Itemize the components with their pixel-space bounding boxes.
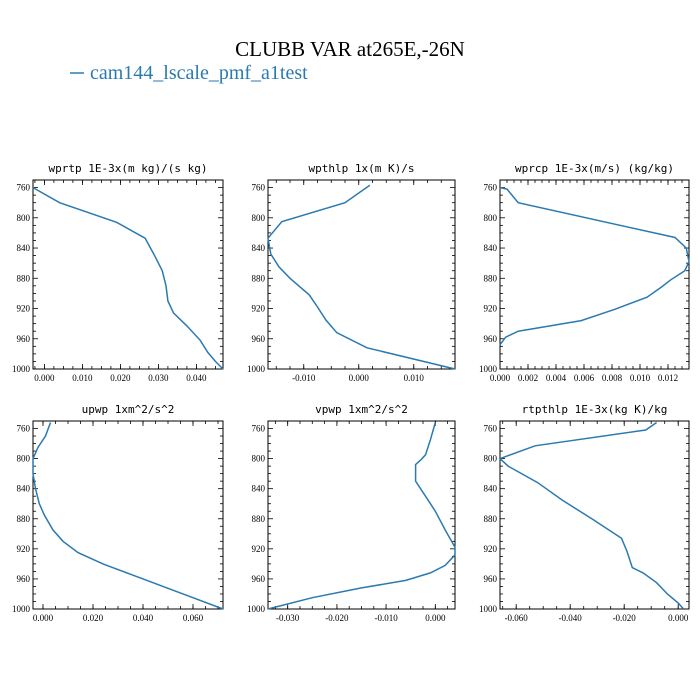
y-tick-label: 1000 xyxy=(247,604,266,614)
series-line xyxy=(267,184,456,370)
x-tick-label: -0.030 xyxy=(276,613,300,623)
x-tick-label: -0.020 xyxy=(325,613,349,623)
plot-frame xyxy=(499,420,690,610)
y-tick-label: 880 xyxy=(252,514,266,524)
y-tick-label: 1000 xyxy=(12,604,31,614)
panel-1: wprtp 1E-3x(m kg)/(s kg) 760 800 840 880 920 9… xyxy=(12,162,224,383)
y-tick-label: 960 xyxy=(484,334,498,344)
y-tick-label: 1000 xyxy=(479,604,498,614)
panel-title: upwp 1xm^2/s^2 xyxy=(82,403,175,416)
series-line xyxy=(498,421,685,610)
x-tick-label: -0.010 xyxy=(374,613,398,623)
series-line xyxy=(32,422,224,610)
panel-grid: wprtp 1E-3x(m kg)/(s kg) 760 800 840 880 920 9… xyxy=(12,162,690,623)
panel-title: vpwp 1xm^2/s^2 xyxy=(315,403,408,416)
y-tick-label: 960 xyxy=(17,334,31,344)
y-tick-label: 920 xyxy=(484,304,498,314)
y-tick-label: 880 xyxy=(17,514,31,524)
x-tick-label: 0.030 xyxy=(148,373,169,383)
y-tick-label: 880 xyxy=(252,273,266,283)
plot-frame xyxy=(32,420,224,610)
y-tick-label: 760 xyxy=(17,424,31,434)
y-tick-label: 960 xyxy=(484,574,498,584)
y-tick-label: 840 xyxy=(17,243,31,253)
plot-frame xyxy=(32,179,224,370)
panel-6: rtpthlp 1E-3x(kg K)/kg 760 800 840 880 920 960… xyxy=(479,403,690,623)
x-tick-label: 0.008 xyxy=(602,373,623,383)
plot-frame xyxy=(499,179,690,370)
x-tick-label: 0.010 xyxy=(404,373,425,383)
y-tick-label: 840 xyxy=(252,243,266,253)
y-tick-label: 920 xyxy=(17,304,31,314)
x-tick-label: 0.000 xyxy=(425,613,446,623)
y-tick-label: 760 xyxy=(252,424,266,434)
y-tick-label: 840 xyxy=(252,484,266,494)
y-tick-label: 880 xyxy=(17,273,31,283)
series-line xyxy=(32,186,224,370)
y-tick-label: 760 xyxy=(484,424,498,434)
y-tick-label: 1000 xyxy=(479,364,498,374)
y-tick-label: 800 xyxy=(252,454,266,464)
y-tick-label: 920 xyxy=(17,544,31,554)
x-tick-label: -0.010 xyxy=(292,373,316,383)
x-tick-label: 0.000 xyxy=(33,613,54,623)
panel-title: wpthlp 1x(m K)/s xyxy=(309,162,415,175)
y-tick-label: 920 xyxy=(484,544,498,554)
y-tick-label: 840 xyxy=(484,243,498,253)
x-tick-label: 0.000 xyxy=(34,373,55,383)
x-tick-label: -0.060 xyxy=(505,613,529,623)
x-tick-label: 0.010 xyxy=(72,373,93,383)
series-line xyxy=(499,186,690,346)
x-tick-label: 0.012 xyxy=(658,373,678,383)
y-tick-label: 800 xyxy=(17,454,31,464)
y-tick-label: 880 xyxy=(484,514,498,524)
panel-title: rtpthlp 1E-3x(kg K)/kg xyxy=(522,403,668,416)
y-tick-label: 1000 xyxy=(12,364,31,374)
x-tick-label: 0.006 xyxy=(574,373,595,383)
x-tick-label: 0.040 xyxy=(133,613,154,623)
y-tick-label: 960 xyxy=(17,574,31,584)
x-tick-label: 0.020 xyxy=(110,373,131,383)
y-tick-label: 960 xyxy=(252,574,266,584)
plot-frame xyxy=(267,179,456,370)
y-tick-label: 920 xyxy=(252,304,266,314)
x-tick-label: 0.010 xyxy=(630,373,651,383)
x-tick-label: 0.060 xyxy=(183,613,204,623)
panel-3: wprcp 1E-3x(m/s) (kg/kg) 760 800 840 880 920 9… xyxy=(479,162,690,383)
y-tick-label: 1000 xyxy=(247,364,266,374)
y-tick-label: 760 xyxy=(484,183,498,193)
panel-2: wpthlp 1x(m K)/s 760 800 840 880 920 960 1000 -0… xyxy=(247,162,456,383)
x-tick-label: 0.000 xyxy=(349,373,370,383)
panel-4: upwp 1xm^2/s^2 760 800 840 880 920 960 10000.00… xyxy=(12,403,224,623)
x-tick-label: -0.020 xyxy=(613,613,637,623)
y-tick-label: 800 xyxy=(17,213,31,223)
y-tick-label: 800 xyxy=(484,213,498,223)
y-tick-label: 880 xyxy=(484,273,498,283)
x-tick-label: 0.004 xyxy=(546,373,567,383)
panel-5: vpwp 1xm^2/s^2 760 800 840 880 920 960 1000 -0.0… xyxy=(247,403,456,623)
y-tick-label: 840 xyxy=(17,484,31,494)
figure-title: CLUBB VAR at265E,-26N xyxy=(235,37,465,61)
series-line xyxy=(267,422,456,610)
panel-title: wprcp 1E-3x(m/s) (kg/kg) xyxy=(515,162,674,175)
x-tick-label: 0.002 xyxy=(518,373,538,383)
y-tick-label: 920 xyxy=(252,544,266,554)
x-tick-label: 0.000 xyxy=(668,613,689,623)
y-tick-label: 960 xyxy=(252,334,266,344)
y-tick-label: 800 xyxy=(484,454,498,464)
y-tick-label: 840 xyxy=(484,484,498,494)
panel-title: wprtp 1E-3x(m kg)/(s kg) xyxy=(49,162,208,175)
x-tick-label: 0.040 xyxy=(186,373,207,383)
legend-label: cam144_lscale_pmf_a1test xyxy=(90,62,308,84)
y-tick-label: 760 xyxy=(17,183,31,193)
x-tick-label: -0.040 xyxy=(559,613,583,623)
x-tick-label: 0.020 xyxy=(83,613,104,623)
y-tick-label: 800 xyxy=(252,213,266,223)
x-tick-label: 0.000 xyxy=(490,373,511,383)
y-tick-label: 760 xyxy=(252,183,266,193)
